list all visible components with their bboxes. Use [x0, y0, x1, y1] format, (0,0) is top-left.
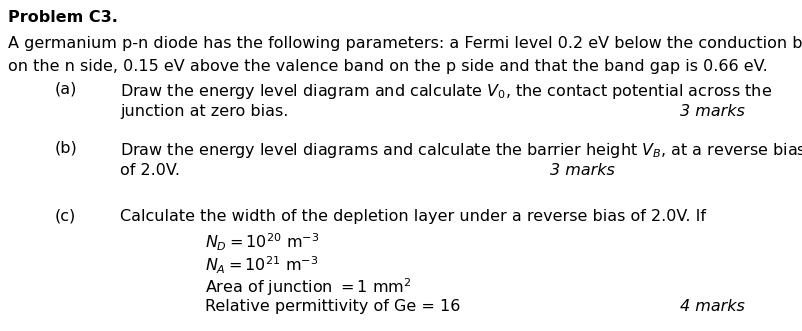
Text: 3 marks: 3 marks — [679, 104, 744, 119]
Text: 4 marks: 4 marks — [679, 299, 744, 314]
Text: Draw the energy level diagrams and calculate the barrier height $V_B$, at a reve: Draw the energy level diagrams and calcu… — [120, 141, 802, 160]
Text: (c): (c) — [55, 209, 75, 223]
Text: (a): (a) — [55, 82, 77, 97]
Text: on the n side, 0.15 eV above the valence band on the p side and that the band ga: on the n side, 0.15 eV above the valence… — [8, 59, 767, 74]
Text: $N_A = 10^{21}\ \mathrm{m}^{-3}$: $N_A = 10^{21}\ \mathrm{m}^{-3}$ — [205, 254, 318, 276]
Text: A germanium p-n diode has the following parameters: a Fermi level 0.2 eV below t: A germanium p-n diode has the following … — [8, 36, 802, 51]
Text: 3 marks: 3 marks — [549, 163, 614, 178]
Text: of 2.0V.: of 2.0V. — [120, 163, 180, 178]
Text: (b): (b) — [55, 141, 77, 156]
Text: $N_D = 10^{20}\ \mathrm{m}^{-3}$: $N_D = 10^{20}\ \mathrm{m}^{-3}$ — [205, 232, 318, 253]
Text: Draw the energy level diagram and calculate $V_0$, the contact potential across : Draw the energy level diagram and calcul… — [120, 82, 772, 101]
Text: Problem C3.: Problem C3. — [8, 10, 118, 25]
Text: Calculate the width of the depletion layer under a reverse bias of 2.0V. If: Calculate the width of the depletion lay… — [120, 209, 706, 223]
Text: Relative permittivity of Ge = 16: Relative permittivity of Ge = 16 — [205, 299, 460, 314]
Text: junction at zero bias.: junction at zero bias. — [120, 104, 289, 119]
Text: Area of junction $= 1\ \mathrm{mm}^2$: Area of junction $= 1\ \mathrm{mm}^2$ — [205, 277, 411, 299]
